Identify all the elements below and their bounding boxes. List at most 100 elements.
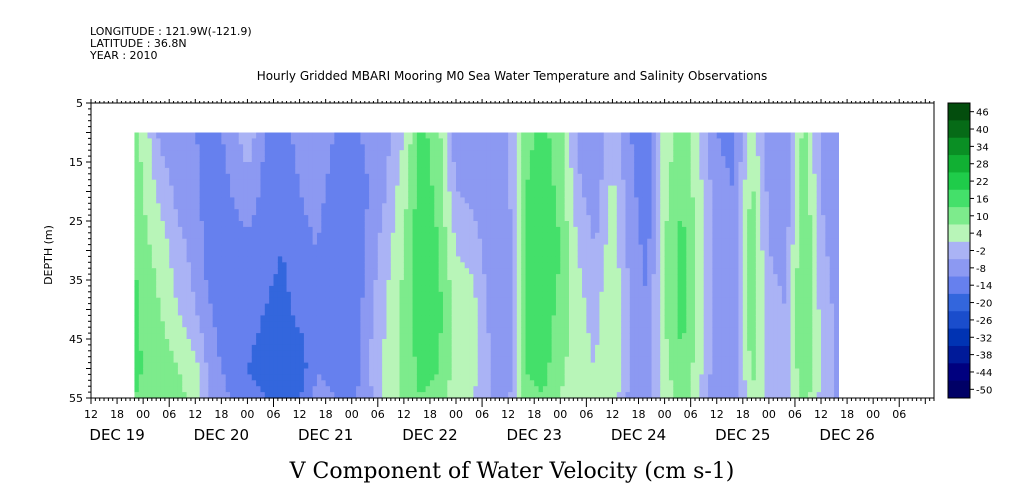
heatmap-cell bbox=[464, 156, 470, 163]
heatmap-cell bbox=[290, 232, 296, 240]
heatmap-cell bbox=[316, 344, 322, 352]
heatmap-cell bbox=[434, 209, 440, 216]
heatmap-cell bbox=[164, 380, 170, 387]
heatmap-cell bbox=[190, 297, 196, 305]
heatmap-cell bbox=[564, 150, 570, 157]
heatmap-cell bbox=[529, 309, 535, 316]
heatmap-cell bbox=[221, 138, 227, 145]
heatmap-cell bbox=[303, 238, 309, 246]
heatmap-cell bbox=[495, 386, 501, 393]
heatmap-cell bbox=[590, 232, 596, 240]
heatmap-cell bbox=[442, 250, 448, 257]
heatmap-cell bbox=[147, 344, 153, 352]
heatmap-cell bbox=[508, 350, 514, 358]
heatmap-cell bbox=[403, 209, 409, 216]
heatmap-cell bbox=[577, 392, 583, 399]
heatmap-cell bbox=[425, 191, 431, 198]
heatmap-cell bbox=[273, 132, 279, 139]
heatmap-cell bbox=[447, 362, 453, 370]
heatmap-cell bbox=[421, 309, 427, 316]
heatmap-cell bbox=[277, 179, 283, 187]
heatmap-cell bbox=[230, 156, 235, 163]
heatmap-cell bbox=[438, 132, 444, 139]
heatmap-cell bbox=[347, 280, 353, 287]
heatmap-cell bbox=[325, 309, 331, 316]
heatmap-cell bbox=[308, 132, 314, 139]
heatmap-cell bbox=[451, 244, 457, 252]
heatmap-cell bbox=[486, 238, 492, 246]
heatmap-cell bbox=[529, 167, 535, 175]
heatmap-cell bbox=[551, 303, 557, 311]
heatmap-cell bbox=[347, 179, 353, 187]
heatmap-cell bbox=[295, 144, 301, 151]
heatmap-cell bbox=[503, 221, 509, 228]
heatmap-cell bbox=[469, 244, 474, 252]
heatmap-cell bbox=[243, 197, 249, 204]
heatmap-cell bbox=[195, 356, 201, 364]
heatmap-cell bbox=[473, 221, 479, 228]
heatmap-cell bbox=[169, 262, 175, 269]
heatmap-cell bbox=[217, 256, 222, 263]
heatmap-cell bbox=[564, 303, 570, 311]
heatmap-cell bbox=[138, 226, 144, 234]
heatmap-cell bbox=[325, 191, 331, 198]
heatmap-cell bbox=[343, 291, 348, 299]
heatmap-cell bbox=[464, 167, 470, 175]
heatmap-cell bbox=[447, 315, 453, 322]
heatmap-cell bbox=[473, 250, 479, 257]
heatmap-cell bbox=[169, 185, 175, 193]
heatmap-cell bbox=[151, 262, 157, 269]
heatmap-cell bbox=[412, 309, 418, 316]
heatmap-cell bbox=[251, 150, 257, 157]
heatmap-cell bbox=[564, 309, 570, 316]
heatmap-cell bbox=[395, 339, 401, 346]
heatmap-cell bbox=[525, 167, 531, 175]
heatmap-cell bbox=[499, 156, 505, 163]
heatmap-cell bbox=[499, 303, 505, 311]
heatmap-cell bbox=[156, 238, 162, 246]
heatmap-cell bbox=[160, 150, 166, 157]
heatmap-cells bbox=[134, 132, 840, 399]
heatmap-cell bbox=[199, 268, 205, 275]
heatmap-cell bbox=[373, 280, 379, 287]
heatmap-cell bbox=[538, 315, 544, 322]
heatmap-cell bbox=[338, 226, 344, 234]
heatmap-cell bbox=[429, 167, 435, 175]
heatmap-cell bbox=[351, 185, 357, 193]
heatmap-cell bbox=[573, 262, 579, 269]
heatmap-cell bbox=[429, 209, 435, 216]
heatmap-cell bbox=[586, 374, 592, 381]
heatmap-cell bbox=[395, 333, 401, 340]
heatmap-cell bbox=[395, 268, 401, 275]
heatmap-cell bbox=[160, 262, 166, 269]
heatmap-cell bbox=[334, 333, 340, 340]
heatmap-cell bbox=[203, 209, 209, 216]
heatmap-cell bbox=[590, 321, 596, 328]
heatmap-cell bbox=[512, 150, 518, 157]
heatmap-cell bbox=[469, 362, 474, 370]
heatmap-cell bbox=[425, 380, 431, 387]
heatmap-cell bbox=[221, 221, 227, 228]
heatmap-cell bbox=[343, 321, 348, 328]
heatmap-cell bbox=[382, 232, 388, 240]
heatmap-cell bbox=[269, 238, 275, 246]
heatmap-cell bbox=[390, 392, 396, 399]
heatmap-cell bbox=[234, 250, 240, 257]
heatmap-cell bbox=[551, 333, 557, 340]
heatmap-cell bbox=[186, 368, 192, 375]
heatmap-cell bbox=[586, 274, 592, 281]
heatmap-cell bbox=[542, 274, 548, 281]
heatmap-cell bbox=[277, 262, 283, 269]
heatmap-cell bbox=[595, 238, 601, 246]
heatmap-cell bbox=[147, 132, 153, 139]
heatmap-cell bbox=[151, 238, 157, 246]
heatmap-cell bbox=[225, 191, 231, 198]
heatmap-cell bbox=[447, 144, 453, 151]
heatmap-cell bbox=[516, 144, 522, 151]
heatmap-cell bbox=[412, 238, 418, 246]
heatmap-cell bbox=[390, 350, 396, 358]
heatmap-cell bbox=[260, 303, 266, 311]
heatmap-cell bbox=[442, 221, 448, 228]
heatmap-cell bbox=[238, 339, 244, 346]
heatmap-cell bbox=[408, 344, 414, 352]
